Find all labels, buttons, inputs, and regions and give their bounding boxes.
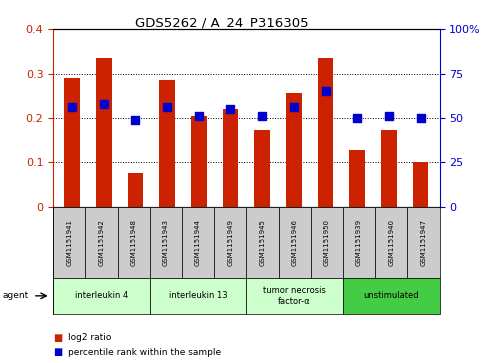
Text: GSM1151942: GSM1151942 [99, 219, 104, 266]
Text: interleukin 13: interleukin 13 [169, 291, 227, 300]
Point [195, 113, 203, 119]
Text: GDS5262 / A_24_P316305: GDS5262 / A_24_P316305 [135, 16, 309, 29]
Text: GSM1151941: GSM1151941 [66, 219, 72, 266]
Bar [254, 130, 270, 207]
Bar [159, 80, 175, 207]
Point [163, 105, 171, 110]
Text: GSM1151940: GSM1151940 [388, 219, 394, 266]
Bar [318, 58, 333, 207]
Text: ■: ■ [53, 333, 62, 343]
Text: GSM1151943: GSM1151943 [163, 219, 169, 266]
Bar [191, 116, 207, 207]
Bar [349, 150, 365, 207]
Bar [381, 130, 397, 207]
Bar [412, 162, 428, 207]
Point [290, 105, 298, 110]
Text: GSM1151946: GSM1151946 [292, 219, 298, 266]
Bar [64, 78, 80, 207]
Text: log2 ratio: log2 ratio [68, 333, 111, 342]
Bar [128, 173, 143, 207]
Text: agent: agent [2, 291, 28, 300]
Text: tumor necrosis
factor-α: tumor necrosis factor-α [263, 286, 326, 306]
Text: unstimulated: unstimulated [363, 291, 419, 300]
Text: ■: ■ [53, 347, 62, 357]
Text: GSM1151948: GSM1151948 [130, 219, 137, 266]
Bar [96, 58, 112, 207]
Text: GSM1151944: GSM1151944 [195, 219, 201, 266]
Text: percentile rank within the sample: percentile rank within the sample [68, 348, 221, 356]
Point [258, 113, 266, 119]
Text: GSM1151949: GSM1151949 [227, 219, 233, 266]
Point [131, 117, 139, 123]
Text: GSM1151947: GSM1151947 [420, 219, 426, 266]
Point [417, 115, 425, 121]
Point [354, 115, 361, 121]
Text: GSM1151945: GSM1151945 [259, 219, 266, 266]
Text: GSM1151939: GSM1151939 [356, 219, 362, 266]
Point [227, 106, 234, 112]
Text: GSM1151950: GSM1151950 [324, 219, 330, 266]
Bar [286, 93, 302, 207]
Text: interleukin 4: interleukin 4 [75, 291, 128, 300]
Point [68, 105, 76, 110]
Bar [223, 109, 239, 207]
Point [100, 101, 108, 107]
Point [385, 113, 393, 119]
Point [322, 88, 329, 94]
